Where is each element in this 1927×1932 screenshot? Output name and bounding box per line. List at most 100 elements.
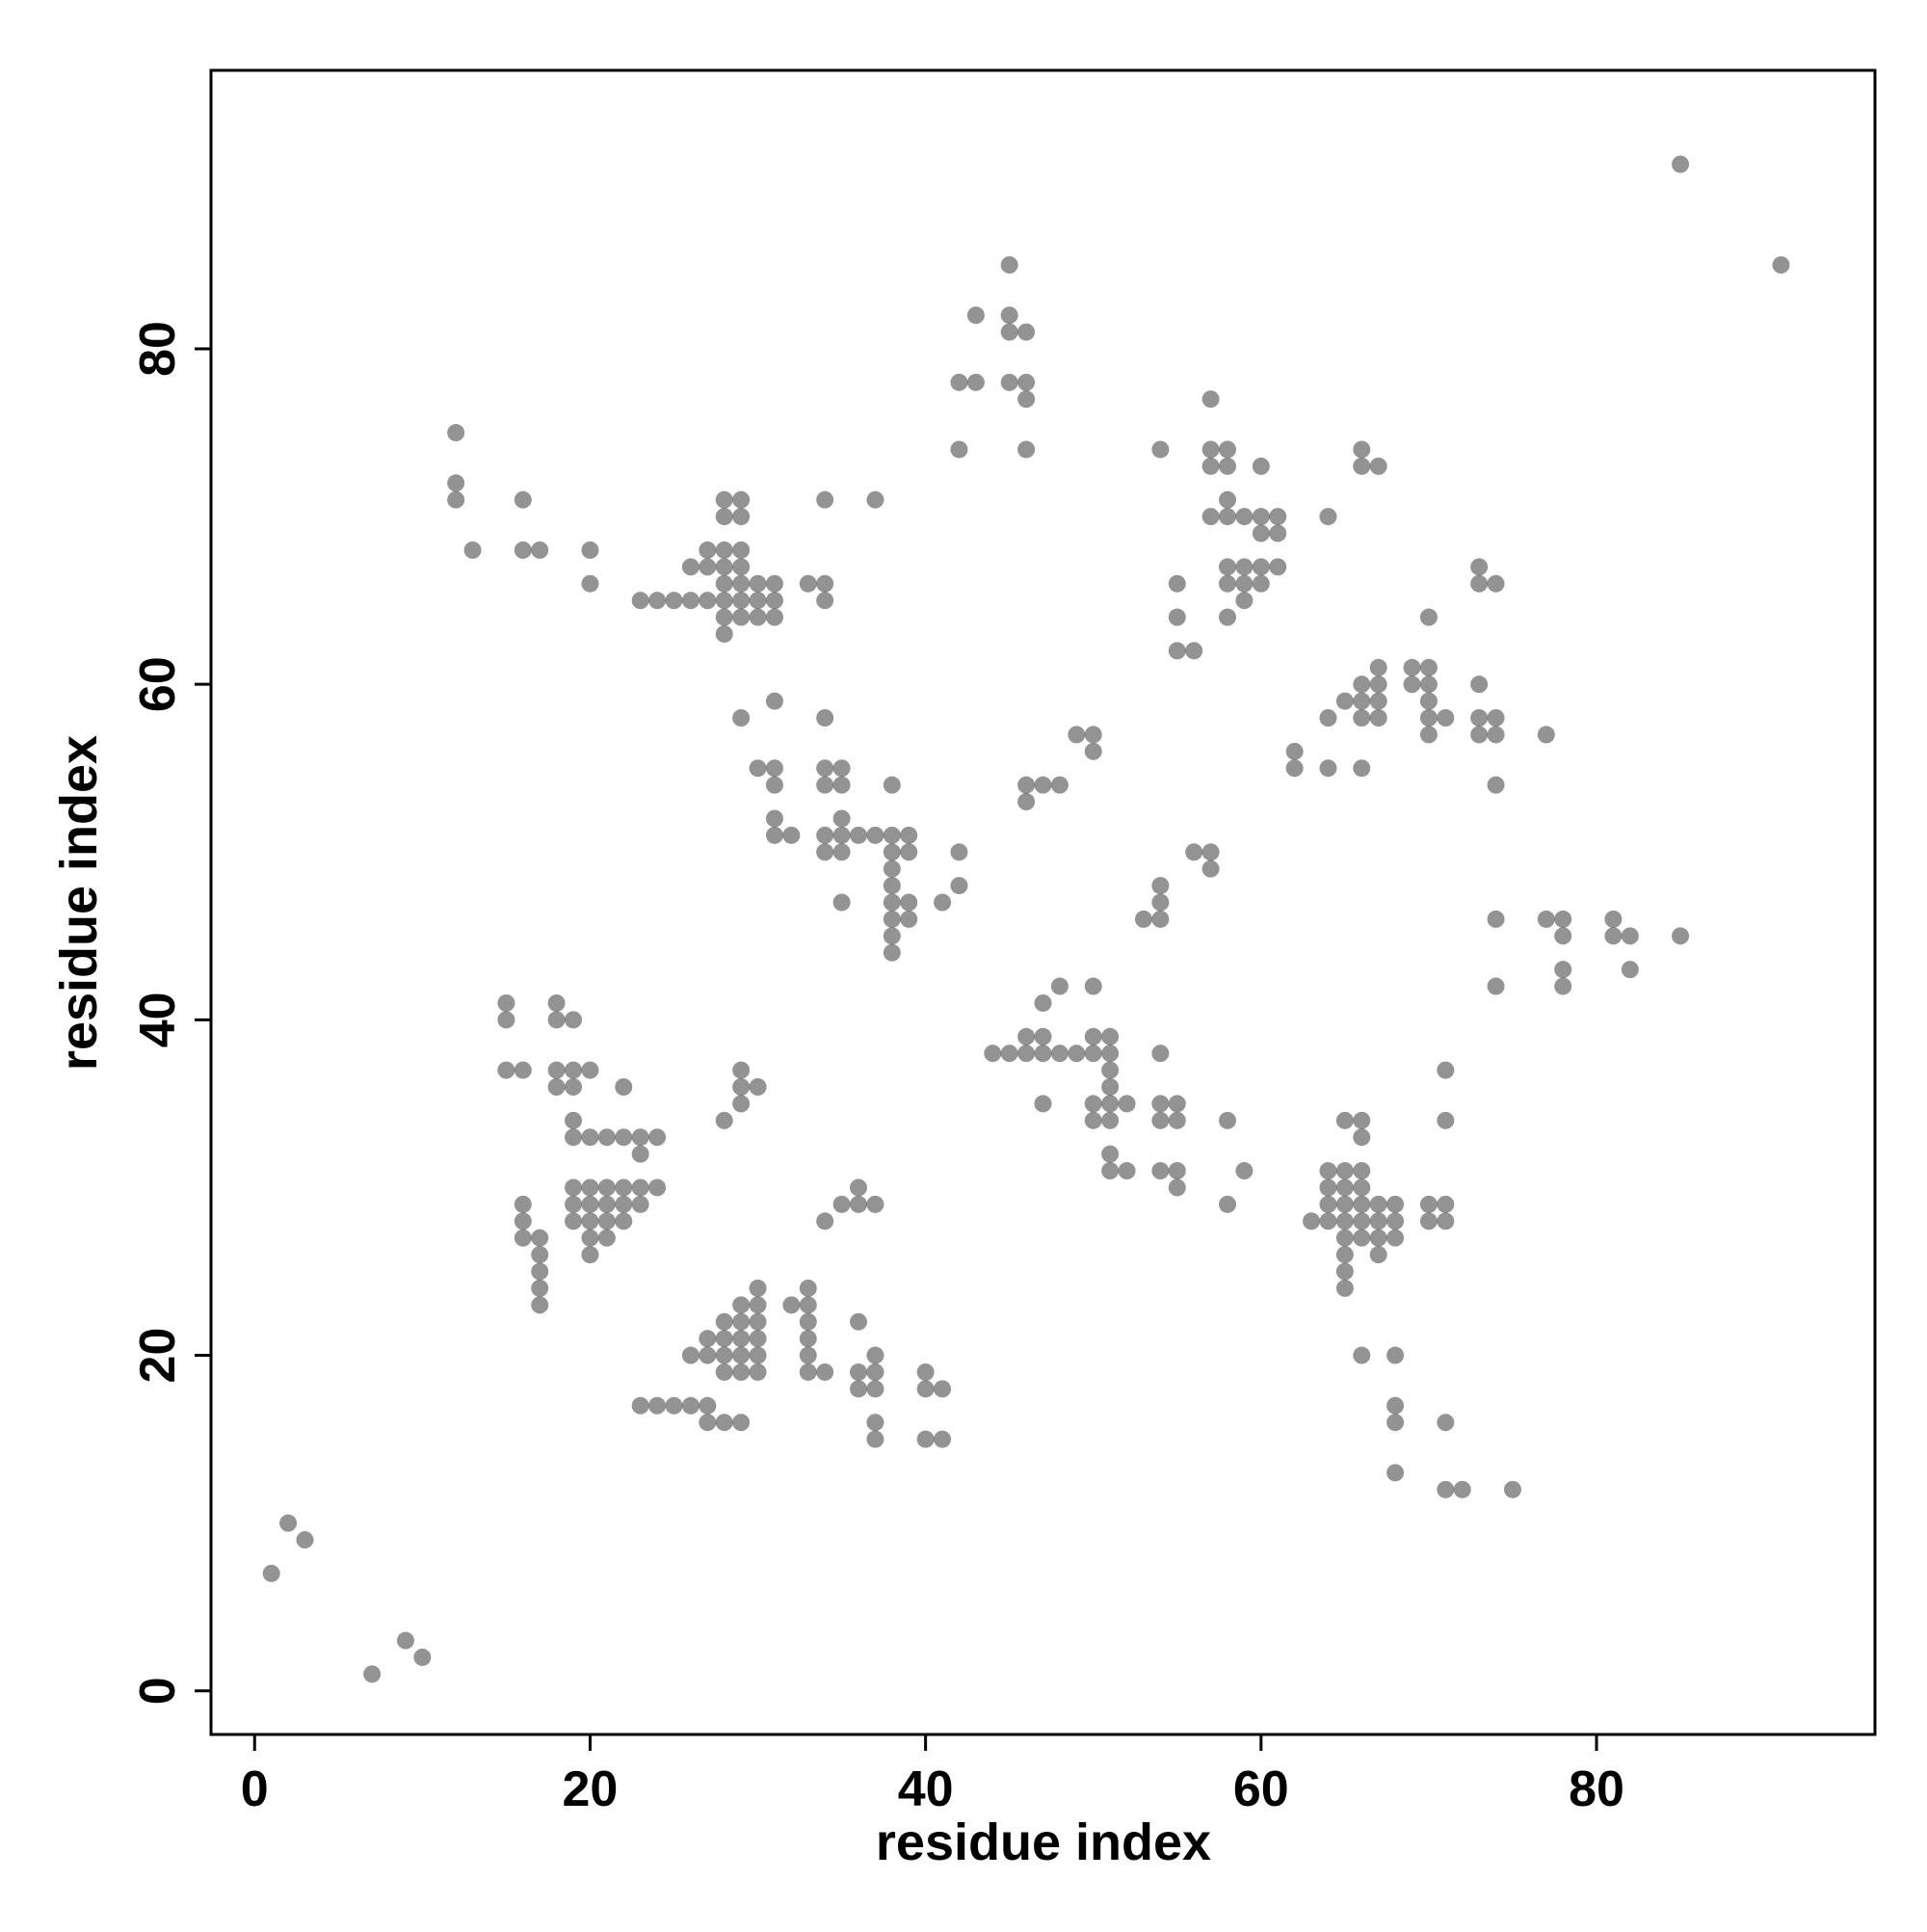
point [782,826,801,844]
point [866,1195,884,1213]
point [1034,1027,1052,1045]
point [799,574,817,593]
point [615,1078,633,1097]
point [715,592,733,610]
point [699,1346,717,1364]
point [765,574,783,593]
point [597,1229,616,1247]
point [1084,1111,1102,1129]
point [681,558,700,576]
point [832,843,851,861]
point [665,1396,683,1415]
point [765,826,783,844]
point [1151,1162,1170,1180]
point [966,373,985,391]
point [765,592,783,610]
point [1084,977,1102,995]
point [1403,658,1421,676]
point [749,608,767,626]
point [715,608,733,626]
point [514,1061,532,1079]
point [883,776,901,794]
point [782,1296,801,1314]
point [665,592,683,610]
point [934,1380,952,1398]
point [765,776,783,794]
point [732,1330,751,1348]
point [1219,558,1237,576]
point [514,490,532,509]
point [565,1011,583,1029]
point [581,1229,599,1247]
point [866,490,884,509]
point [715,1312,733,1331]
point [1201,440,1220,459]
point [1269,558,1287,576]
point [732,558,751,576]
point [1101,1145,1120,1163]
point [1487,910,1505,928]
point [1219,457,1237,475]
point [900,893,918,912]
point [531,1279,549,1297]
point [1353,1128,1371,1147]
point [1252,457,1270,475]
point [1168,1111,1186,1129]
point [1101,1095,1120,1113]
point [849,1380,867,1398]
point [1219,440,1237,459]
point [597,1212,616,1231]
point [1419,726,1438,744]
point [749,1312,767,1331]
point [565,1128,583,1147]
point [1335,1162,1354,1180]
point [447,474,465,492]
point [765,759,783,778]
point [916,1363,935,1381]
point [749,1330,767,1348]
point [1151,910,1170,928]
point [1269,524,1287,543]
point [1235,592,1254,610]
point [883,826,901,844]
point [866,1363,884,1381]
point [447,490,465,509]
point [749,1296,767,1314]
point [749,1346,767,1364]
point [849,1312,867,1331]
point [447,424,465,442]
point [1050,977,1069,995]
point [816,490,834,509]
point [648,1178,667,1197]
point [1386,1396,1405,1415]
point [732,1363,751,1381]
point [950,877,968,895]
point [1353,692,1371,710]
point [1470,574,1489,593]
point [749,574,767,593]
point [816,759,834,778]
point [1353,1178,1371,1197]
point [413,1648,432,1666]
plot-frame [209,68,1877,1736]
point [1252,558,1270,576]
point [1319,1178,1337,1197]
point [1353,1346,1371,1364]
point [581,1061,599,1079]
point [816,708,834,727]
point [715,490,733,509]
point [816,776,834,794]
point [1151,877,1170,895]
x-tick-label: 80 [1569,1761,1624,1817]
point [514,1195,532,1213]
point [615,1178,633,1197]
point [1235,508,1254,526]
point [984,1045,1002,1063]
point [883,943,901,962]
point [581,1128,599,1147]
point [966,306,985,325]
point [1017,440,1036,459]
point [1353,1212,1371,1231]
point [1335,1262,1354,1281]
point [699,592,717,610]
